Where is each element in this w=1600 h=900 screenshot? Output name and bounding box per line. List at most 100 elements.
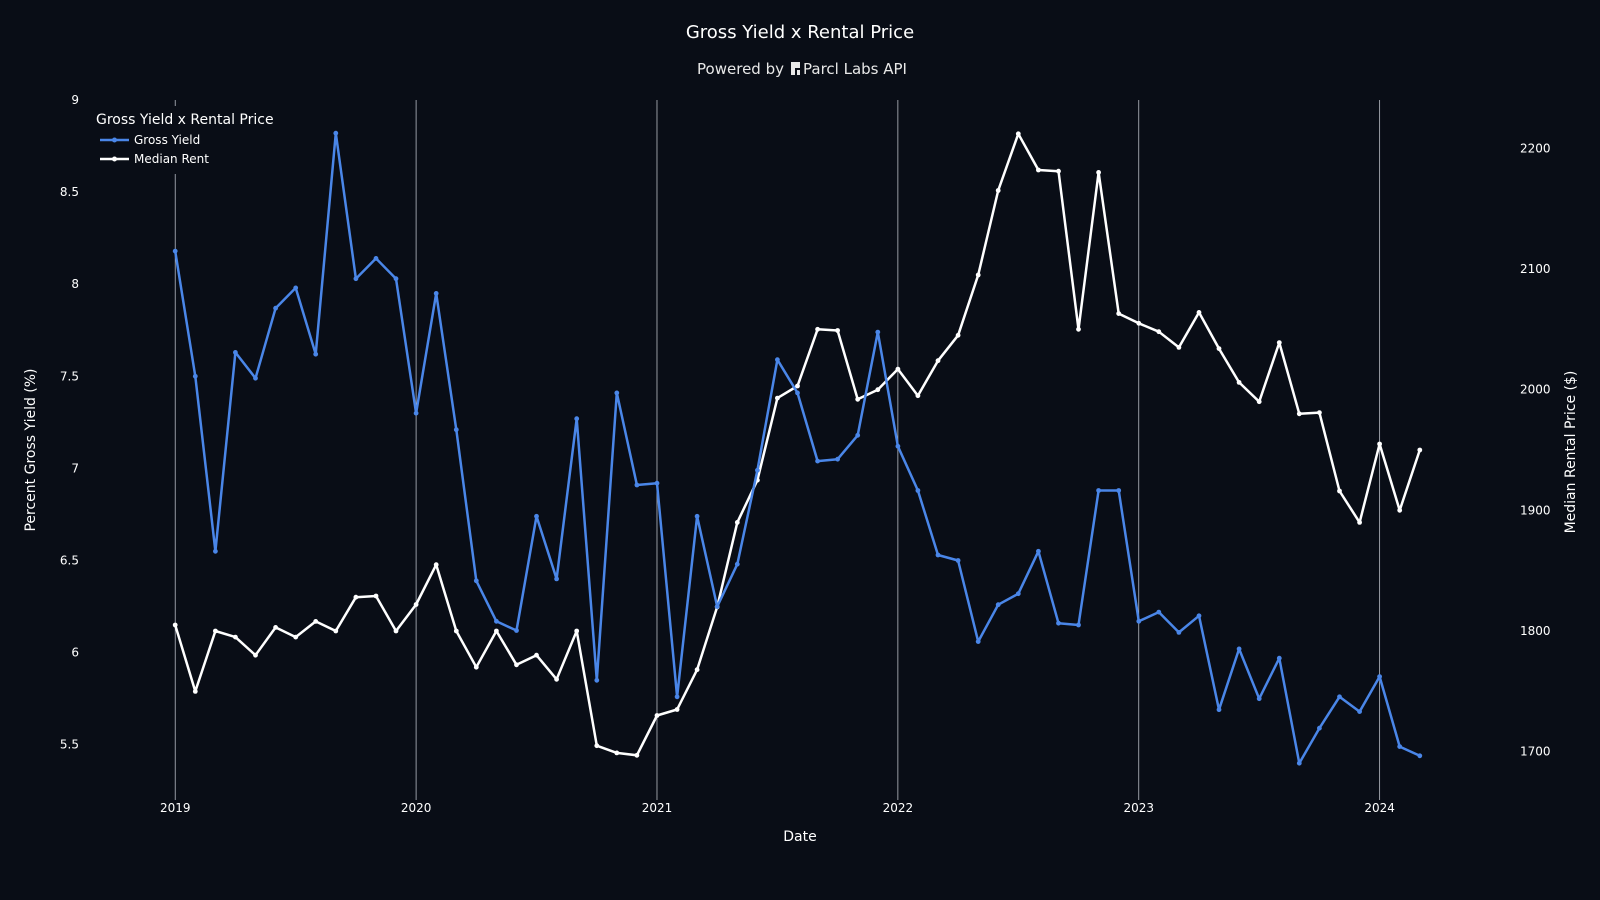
point-median-rent[interactable] [734,520,740,525]
point-median-rent[interactable] [1256,399,1262,405]
point-gross-yield[interactable] [1256,696,1262,702]
point-median-rent[interactable] [373,593,379,599]
point-gross-yield[interactable] [674,694,680,700]
point-median-rent[interactable] [1116,311,1122,316]
point-gross-yield[interactable] [1296,760,1302,766]
point-median-rent[interactable] [1076,326,1081,332]
point-gross-yield[interactable] [554,576,559,582]
point-median-rent[interactable] [233,634,238,640]
point-gross-yield[interactable] [855,432,861,438]
point-median-rent[interactable] [1236,380,1242,385]
point-median-rent[interactable] [293,634,299,640]
point-gross-yield[interactable] [1317,725,1322,731]
point-gross-yield[interactable] [353,276,359,282]
point-gross-yield[interactable] [1076,622,1081,628]
point-gross-yield[interactable] [473,578,479,584]
point-gross-yield[interactable] [955,558,961,563]
point-gross-yield[interactable] [1337,694,1342,700]
point-gross-yield[interactable] [293,285,299,291]
point-median-rent[interactable] [935,358,941,364]
point-median-rent[interactable] [333,628,339,634]
point-gross-yield[interactable] [574,416,580,422]
point-median-rent[interactable] [172,622,178,628]
point-median-rent[interactable] [1397,507,1403,513]
point-median-rent[interactable] [1417,447,1423,453]
point-gross-yield[interactable] [1096,488,1101,493]
point-gross-yield[interactable] [755,467,760,473]
point-gross-yield[interactable] [614,390,620,396]
point-gross-yield[interactable] [1116,488,1122,493]
point-gross-yield[interactable] [534,513,539,519]
point-median-rent[interactable] [795,383,800,389]
point-gross-yield[interactable] [333,130,339,136]
point-median-rent[interactable] [1337,488,1342,494]
point-gross-yield[interactable] [654,480,660,486]
point-gross-yield[interactable] [895,443,901,449]
point-gross-yield[interactable] [1036,548,1041,554]
point-median-rent[interactable] [1176,345,1182,350]
point-gross-yield[interactable] [1176,630,1182,635]
point-gross-yield[interactable] [795,390,800,396]
point-median-rent[interactable] [875,387,881,393]
point-median-rent[interactable] [353,594,359,600]
point-median-rent[interactable] [955,332,961,338]
point-gross-yield[interactable] [1056,620,1061,626]
point-median-rent[interactable] [775,395,780,401]
point-median-rent[interactable] [614,750,620,756]
point-gross-yield[interactable] [1196,613,1202,619]
point-median-rent[interactable] [1136,320,1142,326]
point-median-rent[interactable] [1156,329,1162,335]
point-median-rent[interactable] [1096,170,1101,175]
point-gross-yield[interactable] [253,375,258,381]
point-gross-yield[interactable] [433,291,439,296]
point-median-rent[interactable] [895,366,901,372]
point-median-rent[interactable] [835,328,840,333]
point-median-rent[interactable] [534,652,539,658]
point-gross-yield[interactable] [835,456,840,462]
point-median-rent[interactable] [1377,441,1382,447]
point-gross-yield[interactable] [1156,609,1162,615]
point-median-rent[interactable] [975,272,981,278]
point-median-rent[interactable] [1296,411,1302,417]
point-gross-yield[interactable] [413,410,419,416]
point-gross-yield[interactable] [815,458,820,464]
point-gross-yield[interactable] [875,329,881,335]
point-median-rent[interactable] [413,602,419,607]
point-gross-yield[interactable] [273,305,278,311]
point-median-rent[interactable] [433,562,439,568]
point-gross-yield[interactable] [975,639,981,644]
point-gross-yield[interactable] [1216,707,1222,713]
point-median-rent[interactable] [815,326,820,332]
point-gross-yield[interactable] [1397,744,1403,749]
point-median-rent[interactable] [915,393,921,399]
point-median-rent[interactable] [1036,167,1041,173]
point-median-rent[interactable] [674,707,680,712]
point-median-rent[interactable] [1357,520,1362,525]
point-gross-yield[interactable] [995,602,1001,608]
point-median-rent[interactable] [453,628,459,634]
point-median-rent[interactable] [1056,168,1061,174]
point-gross-yield[interactable] [192,373,198,379]
point-median-rent[interactable] [1317,410,1322,415]
legend-item-median-rent[interactable]: Median Rent [100,152,209,166]
point-median-rent[interactable] [514,662,519,668]
point-median-rent[interactable] [1196,310,1202,315]
point-gross-yield[interactable] [213,548,218,554]
point-gross-yield[interactable] [1015,591,1021,597]
point-gross-yield[interactable] [494,618,499,624]
point-median-rent[interactable] [594,743,600,749]
point-gross-yield[interactable] [714,604,720,609]
point-gross-yield[interactable] [453,427,459,433]
point-gross-yield[interactable] [1357,709,1362,714]
point-median-rent[interactable] [1015,131,1021,137]
point-median-rent[interactable] [995,188,1001,193]
point-gross-yield[interactable] [594,677,600,683]
point-gross-yield[interactable] [514,628,519,633]
point-median-rent[interactable] [654,713,660,718]
point-median-rent[interactable] [694,667,700,673]
point-gross-yield[interactable] [172,248,178,254]
point-gross-yield[interactable] [935,552,941,558]
point-gross-yield[interactable] [915,488,921,493]
point-median-rent[interactable] [213,628,218,634]
point-gross-yield[interactable] [1276,655,1282,661]
